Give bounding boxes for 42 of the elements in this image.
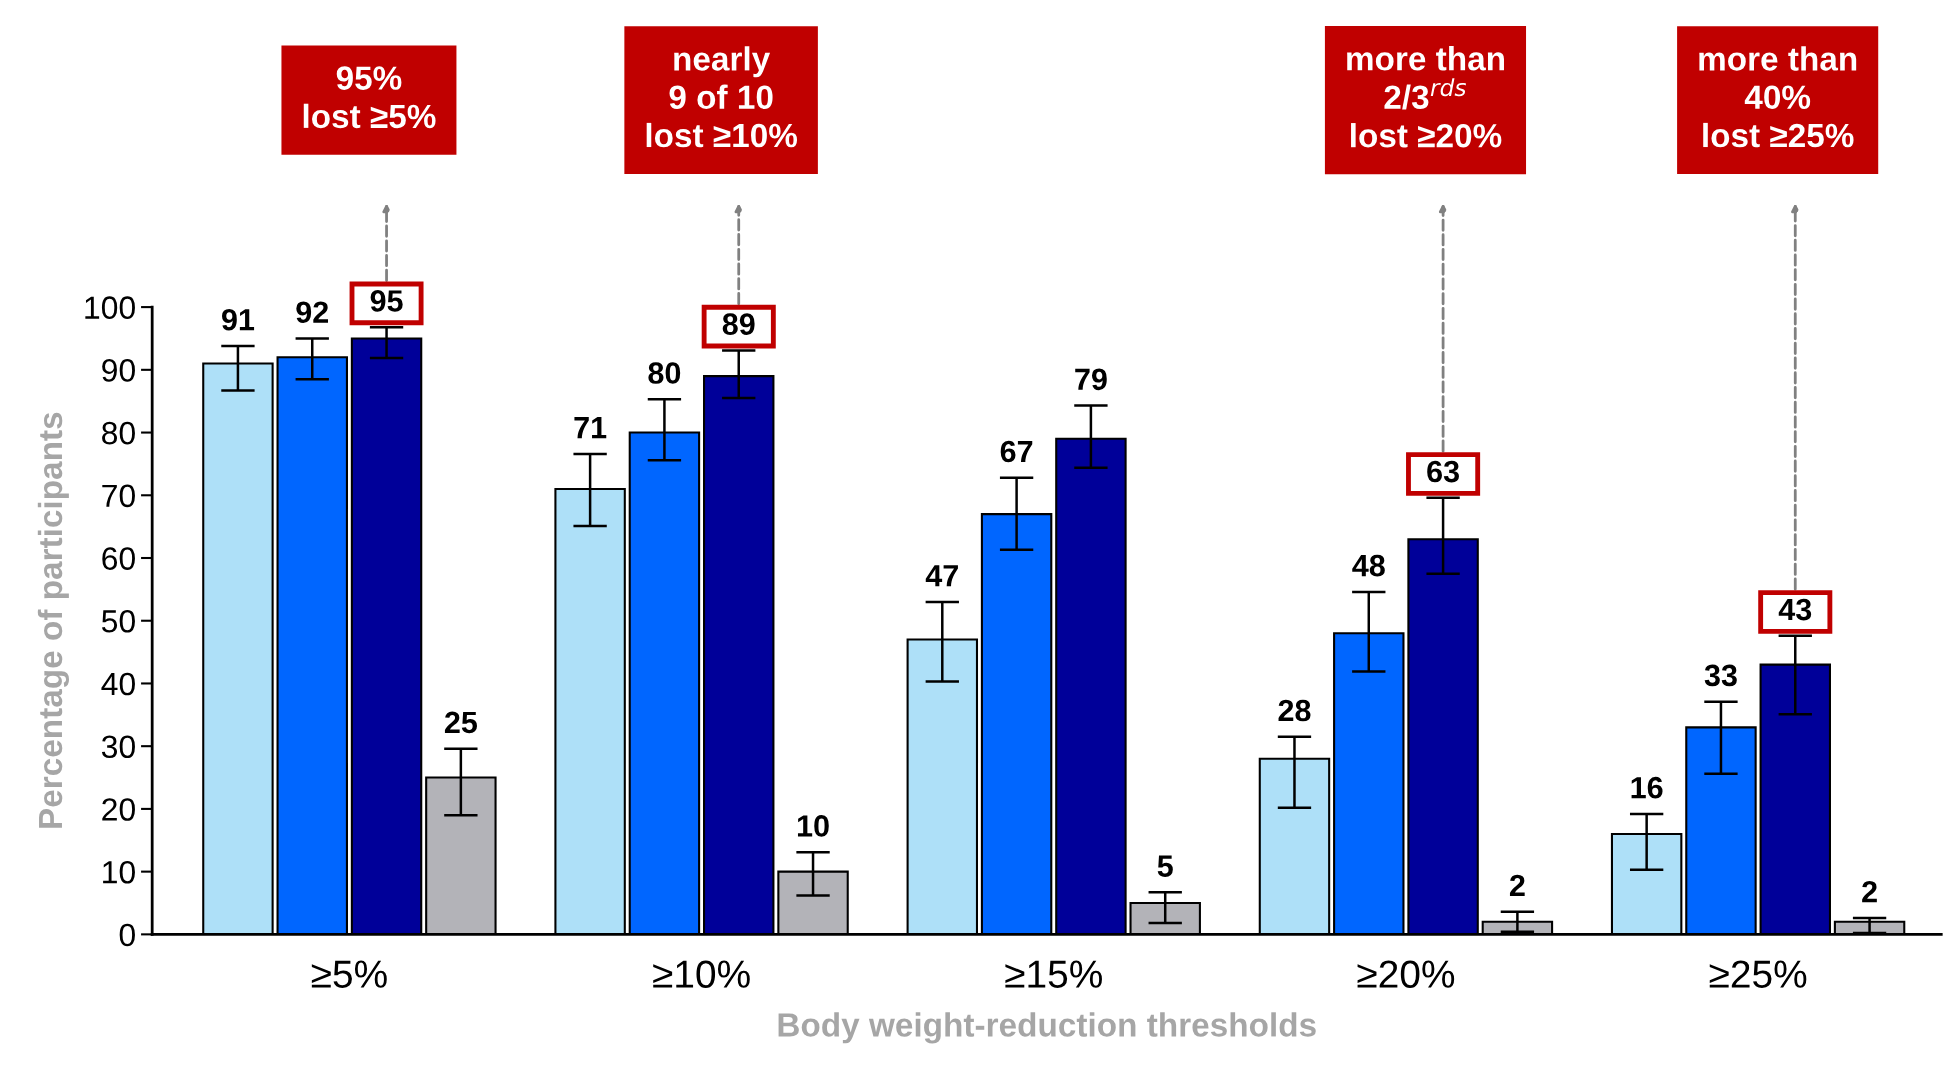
data-label: 2 [1509, 874, 1525, 897]
data-label: 25 [444, 711, 478, 734]
x-axis-title: Body weight-reduction thresholds [778, 1012, 1316, 1044]
data-label: 80 [648, 362, 681, 384]
y-tick-label: 60 [102, 547, 135, 570]
data-label: 67 [1000, 440, 1033, 463]
x-tick-label: ≥20% [1357, 960, 1455, 988]
y-tick-label: 40 [101, 672, 135, 696]
text: 95% lost ≥5% [303, 66, 436, 129]
data-label: 2 [1862, 880, 1877, 903]
data-label: 10 [797, 815, 829, 837]
y-tick-label: 70 [102, 484, 135, 508]
data-label: 16 [1631, 776, 1663, 799]
x-tick-label: ≥10% [653, 960, 750, 988]
data-label: 95 [370, 290, 403, 312]
text: more than 40% lost ≥25% [1699, 46, 1857, 148]
x-tick-label: ≥15% [1005, 960, 1102, 988]
data-label: 63 [1427, 460, 1459, 483]
y-tick-label: 100 [85, 296, 135, 319]
y-tick-label: 20 [102, 798, 135, 821]
x-tick-label: ≥5% [311, 960, 387, 988]
data-label: 92 [296, 301, 329, 324]
x-tick-label: ≥25% [1709, 960, 1807, 988]
text: more than 2/3$^{rds}$ lost ≥20% [1347, 46, 1504, 148]
text: nearly 9 of 10 lost ≥10% [646, 46, 798, 148]
y-tick-label: 90 [102, 359, 135, 382]
y-tick-label: 30 [101, 735, 135, 759]
data-label: 71 [574, 417, 607, 439]
y-tick-label: 80 [102, 421, 135, 445]
data-label: 33 [1704, 664, 1737, 687]
data-label: 89 [722, 313, 755, 335]
data-label: 48 [1352, 554, 1385, 577]
data-label: 79 [1075, 368, 1107, 391]
data-label: 28 [1278, 699, 1311, 722]
y-tick-label: 10 [103, 860, 135, 884]
y-tick-label: 50 [101, 610, 135, 633]
data-label: 43 [1778, 598, 1812, 621]
data-label: 5 [1157, 855, 1173, 877]
y-axis-title: Percentage of participants [37, 412, 70, 828]
data-label: 91 [222, 308, 255, 331]
y-tick-label: 0 [119, 923, 135, 947]
data-label: 47 [925, 565, 958, 587]
